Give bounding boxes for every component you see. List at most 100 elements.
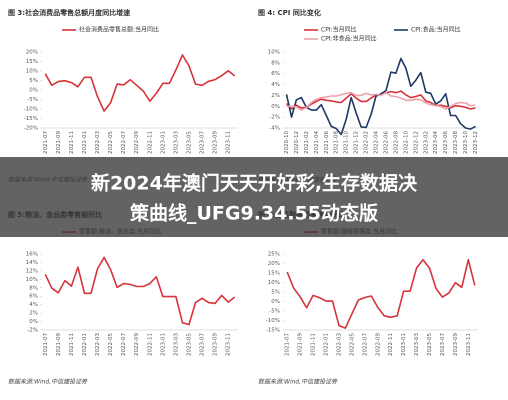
x-tick-label: 2020-10 — [284, 131, 290, 154]
x-tick-label: 2022-11 — [147, 131, 153, 154]
x-tick-label: 2023-01 — [160, 131, 166, 154]
y-tick-label: 10% — [26, 277, 38, 283]
x-tick-label: 2023-07 — [200, 333, 206, 356]
x-tick-label: 2022-06 — [383, 131, 389, 154]
x-tick-label: 2023-07 — [440, 333, 446, 356]
source-note: 数据来源:Wind,中信建投证券 — [258, 378, 338, 386]
series-line — [286, 91, 476, 111]
x-tick-label: 2022-07 — [362, 333, 368, 356]
chart-title: 图 3:社会消费品零售总额月度同比增速 — [8, 8, 130, 17]
x-tick-label: 2023-10 — [463, 131, 469, 154]
x-tick-label: 2022-05 — [108, 131, 114, 154]
x-tick-label: 2022-12 — [413, 131, 419, 154]
x-tick-label: 2022-01 — [82, 131, 88, 154]
x-tick-label: 2022-08 — [393, 131, 399, 154]
x-tick-label: 2022-03 — [95, 131, 101, 154]
y-tick-label: 16% — [26, 252, 38, 258]
legend-label: 社会消费品零售总额:当月同比 — [79, 26, 159, 34]
y-tick-label: -2% — [269, 115, 280, 121]
x-tick-label: 2021-09 — [56, 333, 62, 356]
y-tick-label: 12% — [26, 268, 38, 274]
x-tick-label: 2022-10 — [403, 131, 409, 154]
banner-line: 策曲线_UFG9.34.55动态版 — [130, 202, 378, 225]
x-tick-label: 2021-07 — [285, 333, 291, 356]
x-tick-label: 2023-03 — [173, 333, 179, 356]
y-tick-label: 5% — [29, 78, 38, 84]
x-tick-label: 2023-05 — [427, 333, 433, 356]
x-tick-label: 2023-11 — [466, 333, 472, 356]
x-tick-label: 2021-09 — [56, 131, 62, 154]
x-tick-label: 2023-07 — [200, 131, 206, 154]
x-tick-label: 2021-11 — [311, 333, 317, 356]
y-tick-label: 4% — [271, 82, 280, 88]
x-tick-label: 2023-05 — [187, 333, 193, 356]
x-tick-label: 2021-11 — [69, 131, 75, 154]
y-tick-label: -15% — [24, 116, 38, 122]
x-tick-label: 2023-06 — [443, 131, 449, 154]
y-tick-label: -2% — [27, 328, 38, 334]
y-tick-label: 0% — [271, 299, 280, 305]
x-tick-label: 2021-07 — [43, 131, 49, 154]
x-tick-label: 2022-04 — [374, 131, 380, 154]
y-tick-label: 0% — [271, 104, 280, 110]
banner: 新2024年澳门天天开好彩,生存数据决 策曲线_UFG9.34.55动态版 — [0, 157, 508, 237]
x-tick-label: 2022-07 — [121, 131, 127, 154]
y-tick-label: 10% — [268, 50, 280, 56]
x-tick-label: 2022-02 — [364, 131, 370, 154]
y-tick-label: -15% — [266, 328, 280, 334]
x-tick-label: 2022-03 — [336, 333, 342, 356]
x-tick-label: 2022-11 — [388, 333, 394, 356]
series-line — [286, 258, 476, 329]
y-tick-label: 14% — [26, 260, 38, 266]
y-tick-label: 20% — [268, 261, 280, 267]
x-tick-label: 2022-05 — [108, 333, 114, 356]
x-tick-label: 2021-08 — [334, 131, 340, 154]
x-tick-label: 2021-11 — [69, 333, 75, 356]
y-tick-label: 10% — [268, 280, 280, 286]
x-tick-label: 2021-02 — [304, 131, 310, 154]
y-tick-label: -5% — [27, 97, 38, 103]
y-tick-label: -5% — [269, 309, 280, 315]
x-tick-label: 2021-06 — [324, 131, 330, 154]
y-tick-label: -20% — [24, 126, 38, 132]
x-tick-label: 2023-08 — [453, 131, 459, 154]
x-tick-label: 2021-07 — [43, 333, 49, 356]
x-tick-label: 2022-09 — [375, 333, 381, 356]
y-tick-label: 0% — [29, 88, 38, 94]
x-tick-label: 2022-11 — [147, 333, 153, 356]
legend-label: CPI:非食品:当月同比 — [321, 35, 377, 43]
x-tick-label: 2023-01 — [160, 333, 166, 356]
x-tick-label: 2023-05 — [187, 131, 193, 154]
legend-label: CPI:食品:当月同比 — [411, 26, 461, 34]
y-tick-label: 15% — [26, 59, 38, 65]
y-tick-label: 4% — [29, 302, 38, 308]
series-line — [44, 54, 236, 112]
x-tick-label: 2023-09 — [213, 131, 219, 154]
banner-bg — [0, 157, 508, 237]
x-tick-label: 2021-10 — [344, 131, 350, 154]
legend-label: CPI:当月同比 — [321, 26, 357, 34]
y-tick-label: 2% — [271, 93, 280, 99]
y-tick-label: 8% — [29, 285, 38, 291]
x-tick-label: 2023-02 — [423, 131, 429, 154]
x-tick-label: 2022-01 — [82, 333, 88, 356]
y-tick-label: 0% — [29, 319, 38, 325]
x-tick-label: 2020-12 — [294, 131, 300, 154]
x-tick-label: 2023-11 — [226, 131, 232, 154]
x-tick-label: 2023-09 — [453, 333, 459, 356]
y-tick-label: -10% — [24, 107, 38, 113]
y-tick-label: 2% — [29, 311, 38, 317]
y-tick-label: 20% — [26, 50, 38, 56]
x-tick-label: 2022-09 — [134, 131, 140, 154]
y-tick-label: -4% — [269, 126, 280, 132]
x-tick-label: 2023-03 — [414, 333, 420, 356]
x-tick-label: 2022-01 — [324, 333, 330, 356]
y-tick-label: 25% — [268, 252, 280, 258]
x-tick-label: 2021-12 — [354, 131, 360, 154]
y-tick-label: 5% — [271, 290, 280, 296]
y-tick-label: -10% — [266, 318, 280, 324]
series-line — [44, 256, 236, 326]
x-tick-label: 2022-07 — [121, 333, 127, 356]
x-tick-label: 2023-11 — [226, 333, 232, 356]
